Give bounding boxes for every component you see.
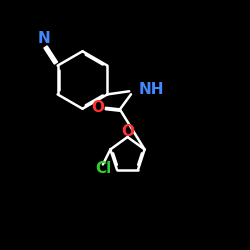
Text: N: N (38, 31, 50, 46)
Text: Cl: Cl (95, 162, 111, 176)
Text: O: O (92, 100, 104, 115)
Text: NH: NH (138, 82, 164, 97)
Text: O: O (121, 124, 134, 140)
